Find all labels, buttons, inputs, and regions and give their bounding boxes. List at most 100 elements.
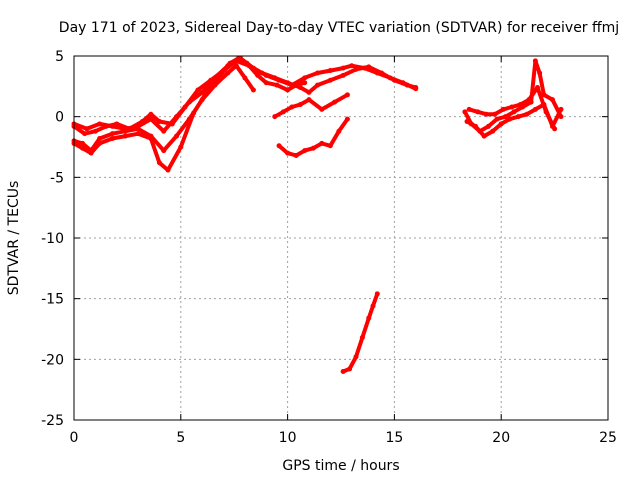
data-point-track-d xyxy=(379,70,385,76)
data-point-track-b xyxy=(80,140,86,146)
data-point-track-b xyxy=(199,97,205,103)
data-point-track-i xyxy=(507,116,513,122)
data-point-track-b xyxy=(109,131,115,137)
y-tick-label: -20 xyxy=(41,352,64,368)
data-point-track-j xyxy=(475,109,481,115)
data-point-track-d xyxy=(353,66,359,72)
data-point-track-a xyxy=(178,144,184,150)
data-point-track-e xyxy=(272,114,278,120)
data-point-track-j xyxy=(517,102,523,108)
data-point-track-d xyxy=(306,89,312,95)
data-point-track-a xyxy=(255,72,261,78)
data-point-track-h xyxy=(494,116,500,122)
data-point-track-d xyxy=(340,72,346,78)
data-point-track-i xyxy=(515,114,521,120)
data-point-track-b xyxy=(97,136,103,142)
y-tick-label: 0 xyxy=(55,110,64,126)
series-line-track-d xyxy=(72,58,418,136)
y-tick-label: 5 xyxy=(55,49,64,65)
data-point-track-b xyxy=(161,148,167,154)
x-tick-label: 5 xyxy=(176,430,185,446)
data-point-track-a xyxy=(122,133,128,139)
y-tick-label: -25 xyxy=(41,413,64,429)
y-tick-label: -10 xyxy=(41,231,64,247)
data-point-track-a xyxy=(135,131,141,137)
data-point-track-e xyxy=(344,92,350,98)
x-tick-label: 20 xyxy=(492,430,510,446)
data-point-track-b xyxy=(225,70,231,76)
data-point-track-g xyxy=(353,354,359,360)
data-point-track-e xyxy=(289,104,295,110)
data-point-track-i xyxy=(490,128,496,134)
data-point-track-d xyxy=(103,123,109,129)
data-point-track-d xyxy=(246,63,252,69)
data-point-track-c xyxy=(97,121,103,127)
data-point-track-d xyxy=(391,77,397,83)
data-point-track-f xyxy=(327,143,333,149)
data-point-track-i xyxy=(532,106,538,112)
data-point-track-h xyxy=(511,109,517,115)
data-point-track-b xyxy=(242,75,248,81)
series-line-track-e xyxy=(272,92,350,119)
data-point-track-d xyxy=(156,119,162,125)
data-point-track-d xyxy=(182,104,188,110)
data-point-track-h xyxy=(462,109,468,115)
data-point-track-g xyxy=(347,366,353,372)
data-point-track-e xyxy=(306,97,312,103)
data-point-track-b xyxy=(250,87,256,93)
data-point-track-d xyxy=(92,128,98,134)
y-tick-label: -15 xyxy=(41,292,64,308)
data-point-track-j xyxy=(483,111,489,117)
axis-ticks: 0 5 10 15 20 25 -25 -20 -15 -10 -5 0 5 xyxy=(41,49,617,446)
data-point-track-b xyxy=(186,116,192,122)
data-point-track-d xyxy=(366,64,372,70)
data-point-track-d xyxy=(233,58,239,64)
data-point-track-e xyxy=(319,106,325,112)
data-point-track-f xyxy=(336,128,342,134)
data-point-track-d xyxy=(114,121,120,127)
data-point-track-h xyxy=(502,114,508,120)
data-point-track-d xyxy=(315,82,321,88)
data-point-track-d xyxy=(195,87,201,93)
data-point-track-j xyxy=(500,106,506,112)
data-point-track-c xyxy=(340,65,346,71)
data-point-track-h xyxy=(537,70,543,76)
data-point-track-e xyxy=(297,102,303,108)
data-point-track-i xyxy=(481,133,487,139)
data-point-track-c xyxy=(315,70,321,76)
data-point-track-i xyxy=(473,123,479,129)
data-point-track-h xyxy=(485,123,491,129)
x-tick-label: 0 xyxy=(70,430,79,446)
data-point-track-d xyxy=(82,131,88,137)
data-point-track-e xyxy=(280,109,286,115)
data-point-track-g xyxy=(340,368,346,374)
data-point-track-i xyxy=(464,119,470,125)
data-point-track-d xyxy=(127,126,133,132)
x-tick-label: 15 xyxy=(385,430,403,446)
data-point-track-d xyxy=(221,68,227,74)
data-point-track-j xyxy=(535,85,541,91)
data-point-track-b xyxy=(212,82,218,88)
series-group xyxy=(71,55,564,374)
data-point-track-h xyxy=(541,92,547,98)
data-point-track-d xyxy=(139,119,145,125)
data-point-track-d xyxy=(285,80,291,86)
data-point-track-c xyxy=(349,63,355,69)
data-point-track-h xyxy=(532,58,538,64)
data-point-track-f xyxy=(293,152,299,158)
data-point-track-f xyxy=(302,148,308,154)
data-point-track-i xyxy=(524,111,530,117)
data-point-track-c xyxy=(161,128,167,134)
x-axis-label: GPS time / hours xyxy=(282,458,399,474)
data-point-track-j xyxy=(509,104,515,110)
data-point-track-f xyxy=(344,116,350,122)
y-axis-label: SDTVAR / TECUs xyxy=(6,181,22,296)
grid xyxy=(74,56,608,420)
plot-frame xyxy=(73,55,609,421)
data-point-track-j xyxy=(466,106,472,112)
data-point-track-a xyxy=(263,80,269,86)
data-point-track-c xyxy=(302,75,308,81)
data-point-track-f xyxy=(285,150,291,156)
data-point-track-a xyxy=(302,80,308,86)
data-point-track-b xyxy=(88,148,94,154)
